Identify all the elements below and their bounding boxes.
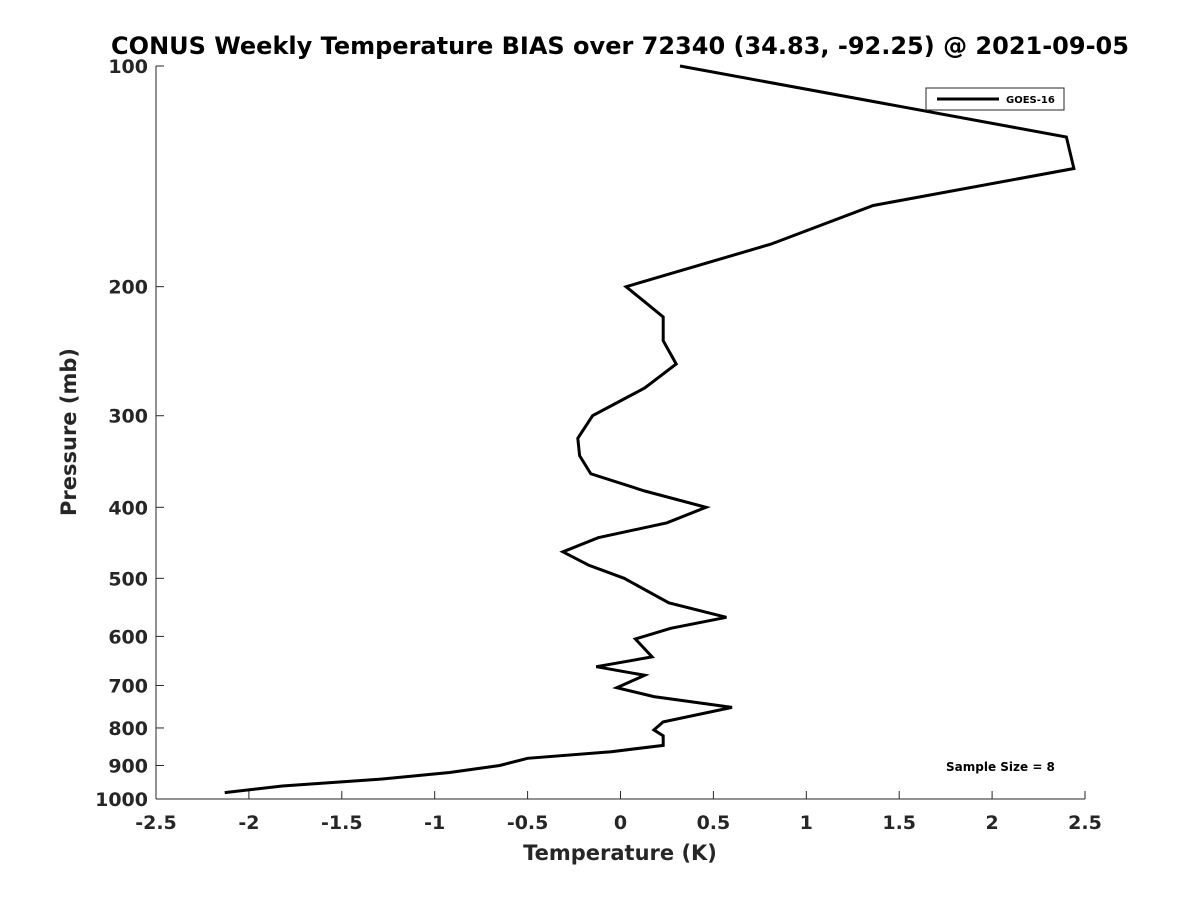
x-tick-label: 0.5 <box>697 812 731 834</box>
x-tick-label: -2 <box>238 812 259 834</box>
x-tick-label: -0.5 <box>507 812 549 834</box>
y-tick-label: 600 <box>108 626 148 648</box>
y-tick-label: 500 <box>108 568 148 590</box>
x-tick-label: -1.5 <box>321 812 363 834</box>
chart-title: CONUS Weekly Temperature BIAS over 72340… <box>111 32 1129 60</box>
x-axis-label: Temperature (K) <box>523 841 717 865</box>
x-tick-label: 1.5 <box>882 812 916 834</box>
y-tick-label: 800 <box>108 718 148 740</box>
y-tick-label: 900 <box>108 755 148 777</box>
y-ticks: 100 200 300 400 500 600 700 800 900 1000 <box>95 56 164 811</box>
x-ticks: -2.5 -2 -1.5 -1 -0.5 0 0.5 1 1.5 2 2.5 <box>135 791 1102 834</box>
legend: GOES-16 <box>925 87 1065 111</box>
y-tick-label: 700 <box>108 675 148 697</box>
y-tick-label: 100 <box>108 56 148 78</box>
x-tick-label: 1 <box>800 812 813 834</box>
y-tick-label: 300 <box>108 406 148 428</box>
x-tick-label: -1 <box>424 812 445 834</box>
x-tick-label: 2.5 <box>1068 812 1102 834</box>
y-axis-label: Pressure (mb) <box>57 348 81 516</box>
series-layer <box>224 64 1076 795</box>
x-tick-label: 0 <box>614 812 627 834</box>
x-tick-label: 2 <box>985 812 998 834</box>
y-tick-label: 400 <box>108 497 148 519</box>
x-tick-label: -2.5 <box>135 812 177 834</box>
y-tick-label: 200 <box>108 277 148 299</box>
sample-size-annotation: Sample Size = 8 <box>946 760 1055 774</box>
series-line-goes-16 <box>224 64 1076 795</box>
legend-label: GOES-16 <box>1006 95 1055 106</box>
y-tick-label: 1000 <box>95 789 148 811</box>
